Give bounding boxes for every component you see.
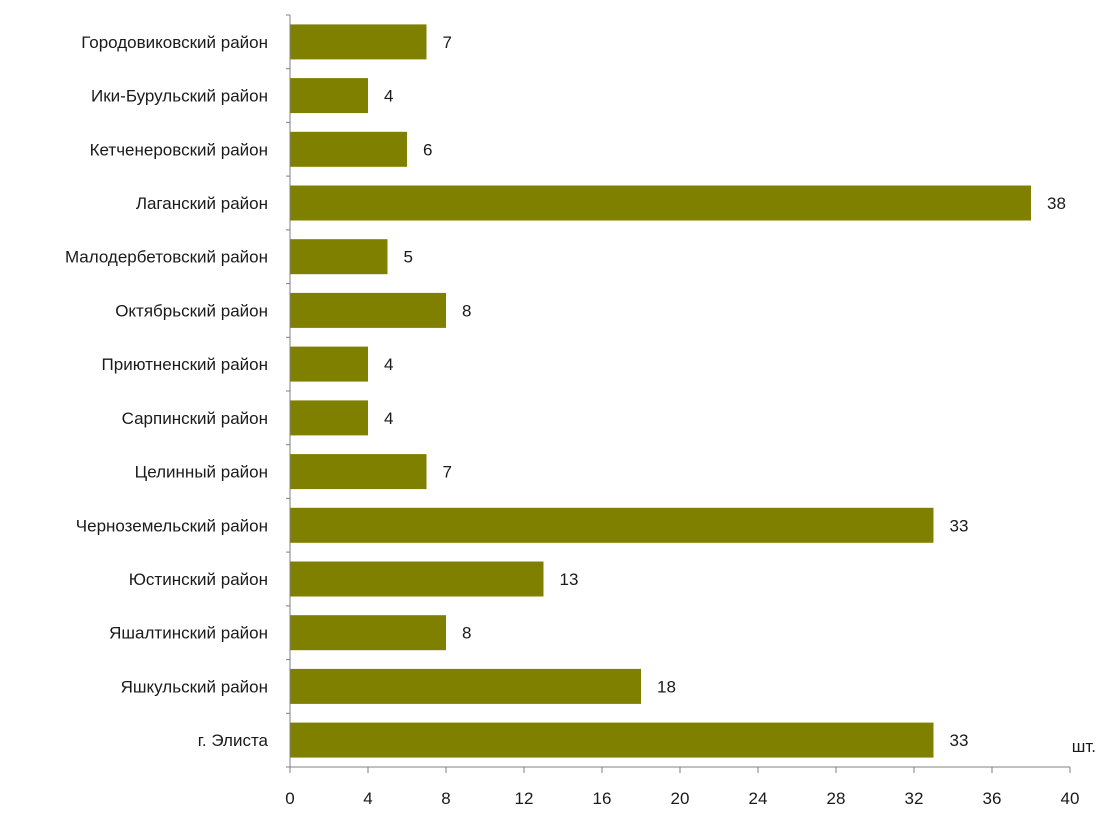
value-label: 33 — [950, 516, 969, 535]
value-label: 38 — [1047, 194, 1066, 213]
axes-layer — [286, 14, 1071, 773]
category-label: Малодербетовский район — [65, 248, 268, 267]
bars-layer — [290, 24, 1031, 758]
bar — [290, 239, 388, 275]
value-label: 33 — [950, 731, 969, 750]
bar — [290, 346, 368, 382]
x-tick-label: 12 — [515, 789, 534, 808]
bar — [290, 400, 368, 436]
category-label: Юстинский район — [129, 570, 268, 589]
bar — [290, 292, 446, 328]
value-label: 6 — [423, 140, 432, 159]
bar — [290, 561, 544, 597]
value-label: 4 — [384, 87, 393, 106]
bar — [290, 454, 427, 490]
x-tick-label: 0 — [285, 789, 294, 808]
x-axis-unit-label: шт. — [1072, 737, 1096, 756]
x-tick-label: 32 — [905, 789, 924, 808]
value-label: 7 — [443, 463, 452, 482]
bar — [290, 615, 446, 651]
x-tick-label: 40 — [1061, 789, 1080, 808]
value-label: 13 — [560, 570, 579, 589]
category-label: Черноземельский район — [76, 516, 268, 535]
category-label: Приютненский район — [102, 355, 268, 374]
bar — [290, 668, 641, 704]
category-label: Городовиковский район — [81, 33, 268, 52]
bar — [290, 24, 427, 60]
category-label: Лаганский район — [136, 194, 268, 213]
bar — [290, 78, 368, 114]
x-tick-label: 36 — [983, 789, 1002, 808]
value-label: 8 — [462, 624, 471, 643]
category-label: г. Элиста — [198, 731, 269, 750]
bar — [290, 507, 934, 543]
x-tick-label: 4 — [363, 789, 372, 808]
category-label: Целинный район — [135, 463, 268, 482]
category-label: Кетченеровский район — [90, 140, 268, 159]
x-tick-label: 24 — [749, 789, 768, 808]
value-label: 4 — [384, 409, 393, 428]
value-label: 5 — [404, 248, 413, 267]
x-tick-label: 28 — [827, 789, 846, 808]
category-label: Яшалтинский район — [109, 624, 268, 643]
value-label: 4 — [384, 355, 393, 374]
value-label: 18 — [657, 677, 676, 696]
bar — [290, 722, 934, 758]
x-tick-label: 8 — [441, 789, 450, 808]
category-label: Октябрьский район — [115, 301, 268, 320]
category-label: Ики-Бурульский район — [91, 87, 268, 106]
x-tick-label: 16 — [593, 789, 612, 808]
labels-layer: Городовиковский район 7 Ики-Бурульский рай… — [65, 33, 1080, 808]
bar — [290, 131, 407, 167]
category-label: Сарпинский район — [122, 409, 268, 428]
value-label: 8 — [462, 301, 471, 320]
bar — [290, 185, 1031, 221]
x-tick-label: 20 — [671, 789, 690, 808]
category-label: Яшкульский район — [121, 677, 268, 696]
value-label: 7 — [443, 33, 452, 52]
